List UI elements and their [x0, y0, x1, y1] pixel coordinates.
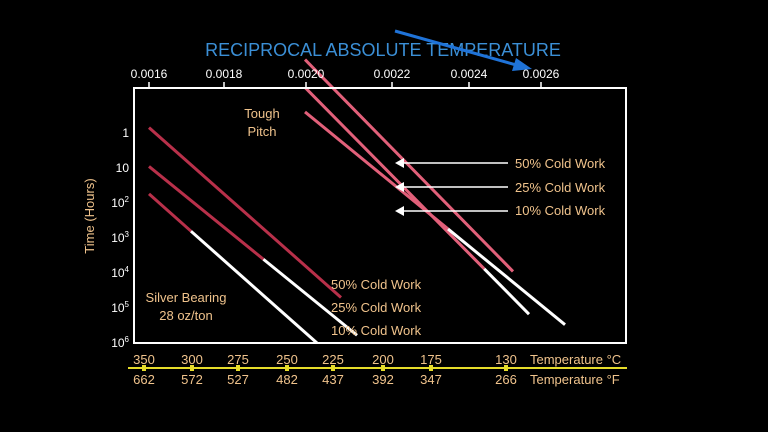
y-axis-tick-label: 105: [111, 300, 129, 315]
temperature-f-value: 392: [372, 372, 394, 387]
series-line-tough-pitch-2: [304, 110, 449, 231]
arrow-left-icon: [395, 182, 508, 192]
tough-label-50: 50% Cold Work: [515, 156, 606, 171]
temperature-f-value: 482: [276, 372, 298, 387]
series-line-tail: [447, 227, 566, 326]
y-axis-tick-label: 102: [111, 195, 129, 210]
temperature-marker: [190, 365, 194, 371]
temperature-marker: [429, 365, 433, 371]
y-axis-ticks: 1 10 102 103 104 105 106: [111, 126, 129, 350]
silver-label-10: 10% Cold Work: [331, 323, 422, 338]
silver-bearing-series-labels: 50% Cold Work 25% Cold Work 10% Cold Wor…: [331, 277, 422, 338]
temperature-f-value: 527: [227, 372, 249, 387]
temperature-c-label: Temperature °C: [530, 352, 621, 367]
y-axis-tick-label: 106: [111, 335, 129, 350]
temperature-f-value: 572: [181, 372, 203, 387]
temperature-marker: [381, 365, 385, 371]
temperature-marker: [142, 365, 146, 371]
temperature-marker: [504, 365, 508, 371]
temperature-f-value: 437: [322, 372, 344, 387]
silver-bearing-label-line-2: 28 oz/ton: [159, 308, 213, 323]
temperature-c-value: 350: [133, 352, 155, 367]
temperature-marker: [285, 365, 289, 371]
blue-arrow-icon: [394, 29, 532, 71]
series-line-tough-pitch-1: [303, 86, 486, 270]
temperature-scale: 350 662 300 572 275 527 250 482 225 437 200 392 175 3…: [133, 352, 517, 387]
series-line-silver-bearing-28-oz-ton-0: [148, 126, 342, 299]
temperature-marker: [331, 365, 335, 371]
tough-pitch-series-labels: 50% Cold Work 25% Cold Work 10% Cold Wor…: [515, 156, 606, 218]
y-axis-label: Time (Hours): [82, 178, 97, 253]
top-axis-tick-label: 0.0024: [451, 67, 488, 81]
arrow-left-icon: [395, 158, 508, 168]
series-line-tough-pitch-0: [303, 58, 515, 273]
temperature-c-value: 175: [420, 352, 442, 367]
top-axis-ticks: 0.0016 0.0018 0.0020 0.0022 0.0024 0.0026: [131, 67, 560, 88]
silver-bearing-label-line-1: Silver Bearing: [146, 290, 227, 305]
y-axis-tick-label: 1: [122, 126, 129, 140]
tough-pitch-series-group: [303, 58, 566, 326]
top-axis-tick-label: 0.0016: [131, 67, 168, 81]
top-axis-tick-label: 0.0018: [206, 67, 243, 81]
top-axis-title: RECIPROCAL ABSOLUTE TEMPERATURE: [205, 40, 561, 60]
tough-label-10: 10% Cold Work: [515, 203, 606, 218]
temperature-c-value: 250: [276, 352, 298, 367]
silver-bearing-series-group: [148, 126, 358, 345]
arrow-left-icon: [395, 206, 508, 216]
pointer-arrows: [395, 158, 508, 216]
series-line-tail: [262, 258, 358, 337]
top-axis-tick-label: 0.0022: [374, 67, 411, 81]
temperature-c-value: 300: [181, 352, 203, 367]
tough-pitch-label: Tough Pitch: [244, 106, 279, 139]
series-line-silver-bearing-28-oz-ton-2: [148, 192, 192, 233]
plot-frame: [133, 87, 627, 344]
silver-label-25: 25% Cold Work: [331, 300, 422, 315]
temperature-c-value: 225: [322, 352, 344, 367]
temperature-marker: [236, 365, 240, 371]
series-line-silver-bearing-28-oz-ton-1: [148, 165, 265, 261]
temperature-f-value: 662: [133, 372, 155, 387]
series-line-tail: [483, 267, 531, 316]
top-axis-tick-label: 0.0026: [523, 67, 560, 81]
tough-pitch-label-line-1: Tough: [244, 106, 279, 121]
top-axis-tick-label: 0.0020: [288, 67, 325, 81]
y-axis-tick-label: 104: [111, 265, 129, 280]
temperature-c-value: 200: [372, 352, 394, 367]
temperature-f-value: 347: [420, 372, 442, 387]
temperature-f-label: Temperature °F: [530, 372, 620, 387]
y-axis-tick-label: 10: [116, 161, 130, 175]
temperature-c-value: 275: [227, 352, 249, 367]
temperature-c-value: 130: [495, 352, 517, 367]
silver-bearing-label: Silver Bearing 28 oz/ton: [146, 290, 227, 323]
y-axis-tick-label: 103: [111, 230, 129, 245]
tough-label-25: 25% Cold Work: [515, 180, 606, 195]
temperature-f-value: 266: [495, 372, 517, 387]
tough-pitch-label-line-2: Pitch: [248, 124, 277, 139]
series-line-tail: [190, 230, 318, 345]
silver-label-50: 50% Cold Work: [331, 277, 422, 292]
